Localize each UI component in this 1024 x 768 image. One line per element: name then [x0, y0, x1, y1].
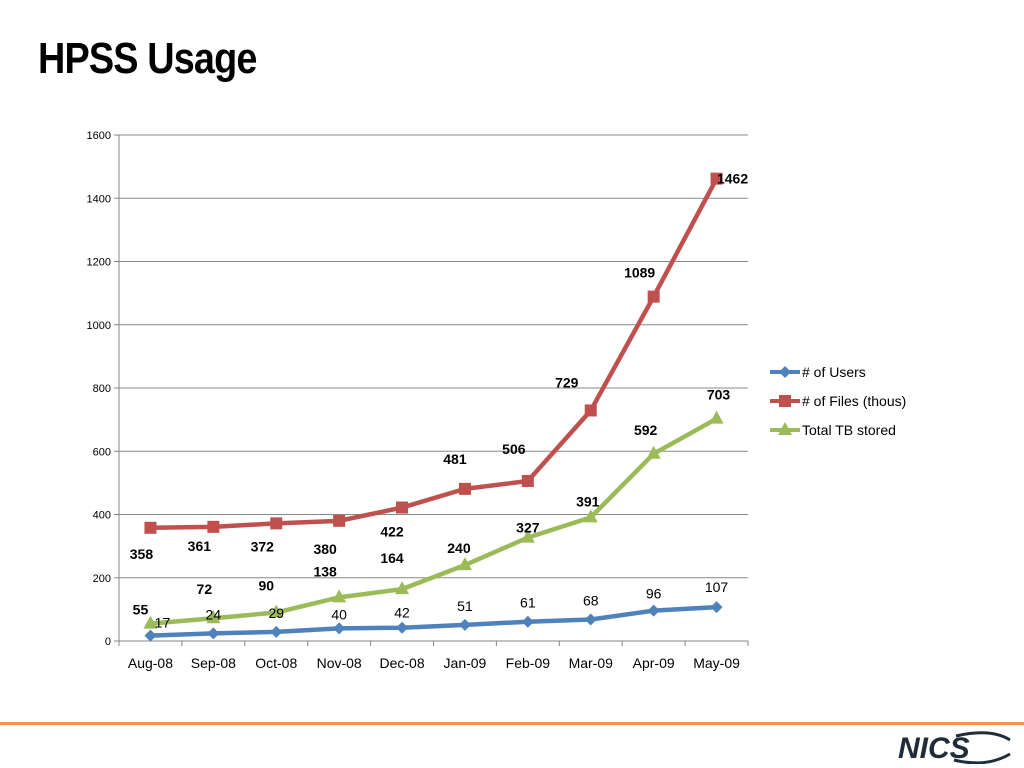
series-2-point — [332, 589, 347, 603]
data-label: 481 — [443, 451, 467, 467]
y-tick-label: 1000 — [87, 320, 111, 332]
series-1-point — [207, 520, 220, 533]
series-0-point — [396, 621, 409, 634]
data-label: 372 — [251, 538, 275, 554]
x-tick-label: Oct-08 — [255, 655, 297, 671]
data-label: 68 — [583, 592, 599, 608]
slide-title: HPSS Usage — [38, 34, 257, 83]
data-label: 42 — [394, 605, 410, 621]
data-label: 703 — [707, 387, 731, 403]
series-2-point — [520, 529, 535, 543]
logo-text: NICS — [898, 732, 970, 764]
data-label: 72 — [197, 581, 213, 597]
line-chart: 0 200 400 600 800 1000 1200 1400 1600 Aug-08 Sep-0… — [87, 130, 907, 671]
series-0-point — [584, 613, 597, 626]
series-0-line — [150, 604, 717, 638]
data-label: 240 — [447, 540, 471, 556]
series-1-point — [396, 501, 409, 514]
data-label: 51 — [457, 598, 473, 614]
y-tick-label: 200 — [93, 573, 111, 585]
legend-label: # of Files (thous) — [802, 393, 906, 409]
x-tick-label: Aug-08 — [128, 655, 173, 671]
x-tick-label: May-09 — [693, 655, 740, 671]
data-label: 391 — [576, 493, 600, 509]
series-0-point — [333, 622, 346, 635]
data-label: 96 — [646, 586, 662, 602]
series-2-point — [646, 445, 661, 459]
x-tick-label: Sep-08 — [191, 655, 236, 671]
data-label: 422 — [380, 524, 404, 540]
series-1-point — [647, 290, 660, 303]
legend-label: Total TB stored — [802, 422, 896, 438]
data-label: 361 — [188, 538, 212, 554]
series-1-point — [333, 514, 346, 527]
series-2-point — [778, 422, 792, 435]
data-label: 138 — [313, 563, 337, 579]
data-label: 24 — [206, 606, 222, 622]
x-tick-label: Jan-09 — [444, 655, 487, 671]
data-label: 17 — [155, 615, 171, 631]
data-label: 506 — [502, 441, 526, 457]
data-label: 380 — [313, 541, 337, 557]
series-1-point — [710, 172, 723, 185]
series-1-point — [584, 404, 597, 417]
y-tick-label: 0 — [105, 636, 111, 648]
series-0-point — [207, 627, 220, 640]
series-0-point — [270, 625, 283, 638]
data-label: 358 — [130, 546, 154, 562]
x-tick-label: Feb-09 — [506, 655, 551, 671]
nics-logo: NICS — [898, 731, 1011, 764]
series-0-point — [710, 601, 723, 614]
data-label: 164 — [380, 550, 404, 566]
data-label: 40 — [331, 606, 347, 622]
y-tick-label: 400 — [93, 510, 111, 522]
data-label: 1462 — [717, 171, 748, 187]
series-1-point — [144, 521, 157, 534]
series-0-point — [521, 615, 534, 628]
y-tick-label: 1600 — [87, 130, 111, 142]
series-1-line — [150, 177, 719, 531]
footer-divider — [0, 722, 1024, 725]
series-2-point — [709, 410, 724, 424]
series-1-point — [521, 474, 534, 487]
series-2-line — [150, 416, 718, 626]
x-tick-label: Dec-08 — [379, 655, 424, 671]
y-tick-label: 600 — [93, 446, 111, 458]
data-label: 729 — [555, 374, 579, 390]
series-2-point — [143, 615, 158, 629]
x-tick-label: Apr-09 — [633, 655, 675, 671]
data-label: 592 — [634, 422, 658, 438]
data-label: 55 — [133, 602, 149, 618]
series-0-point — [779, 366, 791, 378]
series-1-point — [458, 482, 471, 495]
y-tick-label: 1200 — [87, 257, 111, 269]
data-label: 1089 — [624, 265, 655, 281]
data-label: 29 — [268, 605, 284, 621]
series-0-point — [647, 604, 660, 617]
x-tick-label: Nov-08 — [317, 655, 362, 671]
data-label: 90 — [258, 578, 274, 594]
data-label: 327 — [516, 520, 540, 536]
series-2-point — [457, 557, 472, 571]
series-2-point — [269, 604, 284, 618]
series-2-point — [206, 610, 221, 624]
legend-label: # of Users — [802, 364, 866, 380]
data-label: 107 — [705, 579, 729, 595]
y-tick-label: 800 — [93, 383, 111, 395]
series-1-point — [270, 517, 283, 530]
x-tick-label: Mar-09 — [569, 655, 614, 671]
y-tick-label: 1400 — [87, 193, 111, 205]
series-1-point — [779, 395, 791, 407]
series-0-point — [458, 618, 471, 631]
series-2-point — [395, 581, 410, 595]
data-label: 61 — [520, 595, 536, 611]
series-0-point — [144, 629, 157, 642]
series-2-point — [583, 509, 598, 523]
